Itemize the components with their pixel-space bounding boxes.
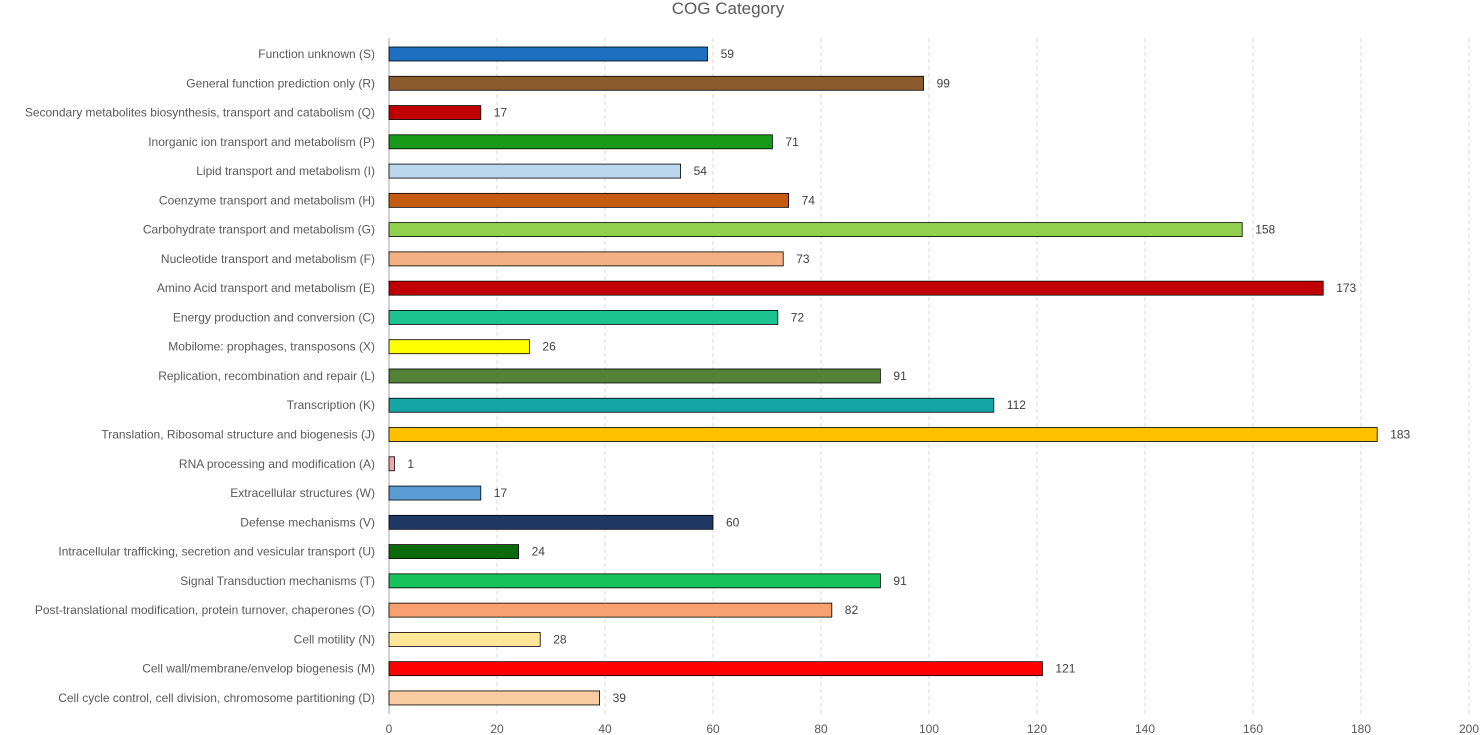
x-tick-label: 180	[1351, 722, 1371, 735]
category-label: Coenzyme transport and metabolism (H)	[159, 193, 375, 207]
data-label: 173	[1336, 281, 1356, 295]
bar	[388, 573, 881, 589]
data-label: 72	[791, 310, 805, 324]
data-label: 121	[1055, 662, 1075, 676]
x-tick-label: 140	[1135, 722, 1155, 735]
data-label: 26	[542, 340, 556, 354]
category-label: Cell cycle control, cell division, chrom…	[58, 691, 375, 705]
data-label: 112	[1007, 398, 1026, 412]
x-tick-label: 60	[706, 722, 720, 735]
category-label: Post-translational modification, protein…	[35, 603, 375, 617]
bar	[388, 46, 709, 62]
data-label: 158	[1255, 223, 1275, 237]
x-tick-label: 100	[919, 722, 939, 735]
category-label: Transcription (K)	[287, 398, 375, 412]
bar	[388, 661, 1043, 677]
category-label: Lipid transport and metabolism (I)	[196, 164, 375, 178]
data-label: 73	[796, 252, 810, 266]
bar	[388, 134, 773, 150]
category-label: Amino Acid transport and metabolism (E)	[157, 281, 375, 295]
chart-title: COG Category	[672, 0, 785, 18]
category-label: Mobilome: prophages, transposons (X)	[168, 340, 375, 354]
category-label: Extracellular structures (W)	[230, 486, 375, 500]
data-label: 60	[726, 515, 740, 529]
x-tick-label: 120	[1027, 722, 1047, 735]
data-label: 99	[937, 76, 951, 90]
x-tick-label: 0	[386, 722, 393, 735]
data-label: 91	[893, 574, 907, 588]
category-label: Translation, Ribosomal structure and bio…	[101, 428, 375, 442]
bar	[388, 514, 714, 530]
bar	[388, 485, 482, 501]
data-label: 91	[893, 369, 907, 383]
data-label: 28	[553, 632, 567, 646]
category-labels: Function unknown (S) General function pre…	[25, 47, 375, 705]
category-label: Nucleotide transport and metabolism (F)	[161, 252, 375, 266]
bar	[388, 427, 1378, 442]
bar	[388, 690, 601, 706]
category-label: Intracellular trafficking, secretion and…	[58, 545, 375, 559]
category-label: Signal Transduction mechanisms (T)	[180, 574, 375, 588]
data-label: 82	[845, 603, 859, 617]
data-label: 1	[407, 457, 414, 471]
bar	[388, 192, 790, 208]
x-tick-label: 160	[1243, 722, 1263, 735]
data-label: 54	[694, 164, 708, 178]
bars	[388, 46, 1378, 706]
data-label: 24	[532, 545, 546, 559]
bar	[388, 310, 779, 325]
bar	[388, 456, 395, 472]
bar	[388, 632, 541, 647]
data-label: 74	[802, 193, 816, 207]
bar	[388, 222, 1243, 238]
bar	[388, 339, 530, 355]
bar	[388, 251, 784, 267]
x-tick-label: 20	[490, 722, 504, 735]
bar	[388, 368, 881, 384]
category-label: Secondary metabolites biosynthesis, tran…	[25, 106, 375, 120]
bar	[388, 544, 520, 559]
data-label: 39	[613, 691, 627, 705]
category-label: RNA processing and modification (A)	[179, 457, 375, 471]
bar	[388, 163, 682, 179]
x-tick-label: 40	[598, 722, 612, 735]
value-labels: 59 99 17 71 54 74 158 73 173 72 26 91 112 183 1 17 60 24 9…	[407, 47, 1410, 705]
data-label: 17	[494, 486, 508, 500]
x-tick-label: 200	[1459, 722, 1479, 735]
category-label: Replication, recombination and repair (L…	[158, 369, 375, 383]
data-label: 59	[721, 47, 735, 61]
bar	[388, 75, 924, 91]
category-label: Carbohydrate transport and metabolism (G…	[143, 223, 375, 237]
category-label: Cell motility (N)	[294, 632, 375, 646]
bar	[388, 280, 1324, 296]
category-label: Defense mechanisms (V)	[240, 515, 375, 529]
data-label: 183	[1390, 428, 1410, 442]
category-label: Inorganic ion transport and metabolism (…	[148, 135, 375, 149]
bar	[388, 602, 833, 618]
data-label: 17	[494, 106, 508, 120]
category-label: Function unknown (S)	[258, 47, 375, 61]
x-tick-label: 80	[814, 722, 828, 735]
x-axis-ticks: 0 20 40 60 80 100 120 140 160 180 200	[386, 722, 1480, 735]
category-label: Energy production and conversion (C)	[173, 310, 375, 324]
data-label: 71	[785, 135, 799, 149]
bar	[388, 105, 482, 120]
category-label: Cell wall/membrane/envelop biogenesis (M…	[142, 662, 375, 676]
bar	[388, 397, 995, 413]
category-label: General function prediction only (R)	[186, 76, 375, 90]
